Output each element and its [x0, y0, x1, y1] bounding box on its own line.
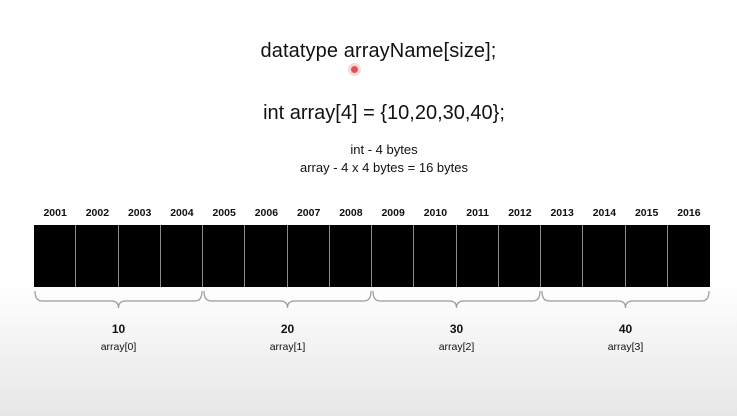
address-label: 2014: [592, 207, 617, 219]
memory-cell-row: [34, 225, 710, 287]
array-size-note: array - 4 x 4 bytes = 16 bytes: [300, 160, 468, 175]
address-label: 2003: [127, 207, 152, 219]
address-label: 2002: [85, 207, 110, 219]
declaration-line: int array[4] = {10,20,30,40};: [263, 102, 505, 124]
memory-cell: [287, 225, 330, 287]
memory-cell: [329, 225, 372, 287]
element-value: 20: [280, 322, 295, 336]
address-label: 2012: [508, 207, 532, 219]
element-index-label: array[2]: [438, 341, 475, 353]
curly-brace: [34, 290, 203, 309]
curly-brace: [372, 290, 541, 309]
memory-cell: [414, 225, 457, 287]
curly-brace: [541, 290, 710, 309]
int-size-note: int - 4 bytes: [350, 142, 418, 157]
curly-brace: [203, 290, 372, 309]
address-label: 2016: [677, 207, 701, 219]
memory-cell: [160, 225, 203, 287]
address-label: 2015: [634, 207, 659, 219]
address-label: 2007: [296, 207, 321, 219]
memory-cell: [541, 225, 584, 287]
address-label: 2010: [423, 207, 448, 219]
memory-cell: [245, 225, 288, 287]
memory-cell: [583, 225, 626, 287]
element-index-label: array[3]: [607, 341, 644, 353]
element-value: 40: [618, 322, 633, 336]
memory-cell: [498, 225, 541, 287]
address-label: 2013: [550, 207, 574, 219]
address-label: 2009: [381, 207, 405, 219]
memory-cell: [667, 225, 710, 287]
address-label: 2005: [212, 207, 236, 219]
element-value: 30: [449, 322, 464, 336]
memory-cell: [625, 225, 668, 287]
element-value: 10: [111, 322, 126, 336]
address-label: 2001: [43, 207, 67, 219]
element-index-label: array[0]: [100, 341, 137, 353]
memory-cell: [203, 225, 246, 287]
memory-cell: [34, 225, 77, 287]
address-label: 2004: [170, 207, 194, 219]
memory-cell: [118, 225, 161, 287]
address-row: 2001 2002 2003 2004 2005 2006 2007 2008 2009 2010…: [34, 207, 710, 221]
syntax-line: datatype arrayName[size];: [260, 40, 497, 62]
pointer-cursor-dot: [351, 66, 358, 73]
address-label: 2008: [339, 207, 363, 219]
address-label: 2011: [466, 207, 490, 219]
element-index-label: array[1]: [269, 341, 306, 353]
memory-cell: [456, 225, 499, 287]
memory-cell: [76, 225, 119, 287]
address-label: 2006: [254, 207, 279, 219]
memory-cell: [372, 225, 415, 287]
